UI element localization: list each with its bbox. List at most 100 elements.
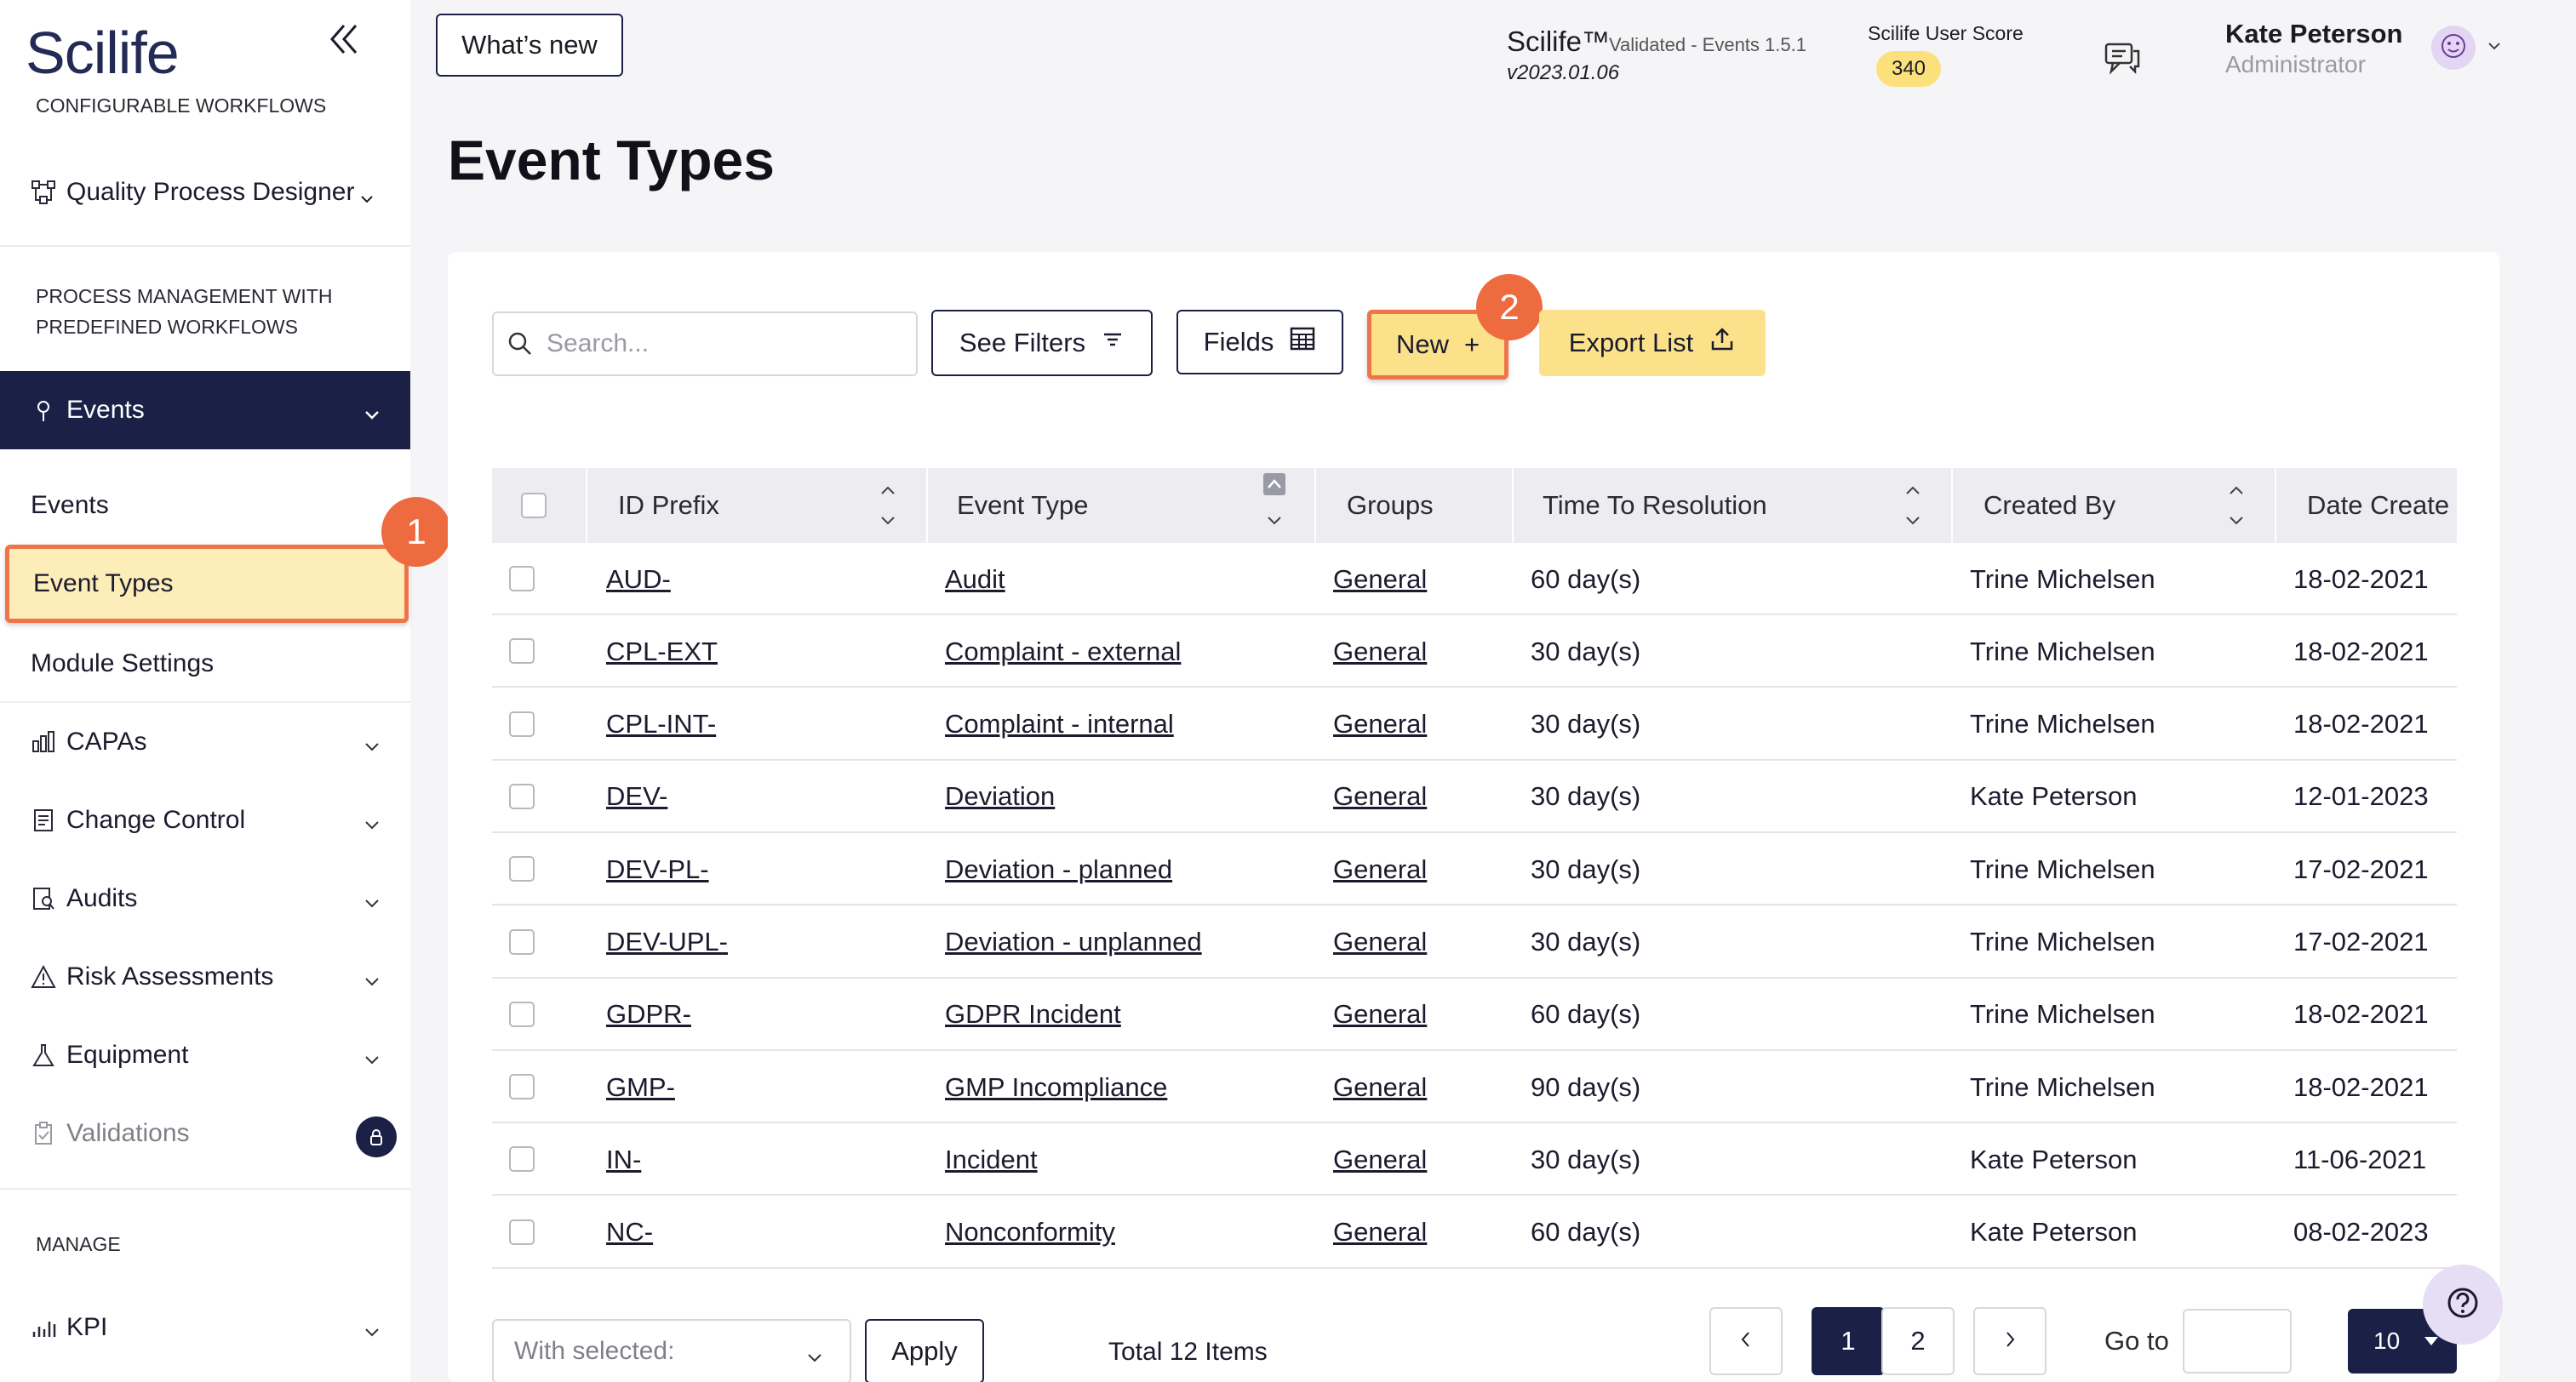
row-checkbox[interactable] — [509, 711, 535, 737]
cell-id-prefix[interactable]: DEV-PL- — [606, 854, 709, 884]
cell-event-type[interactable]: Complaint - external — [945, 636, 1182, 666]
search-input[interactable]: Search... — [492, 311, 918, 376]
sidebar-item-risk-assessments[interactable]: Risk Assessments — [0, 938, 410, 1016]
cell-date-created: 18-02-2021 — [2293, 563, 2429, 594]
see-filters-button[interactable]: See Filters — [931, 310, 1153, 376]
cell-groups[interactable]: General — [1333, 854, 1428, 884]
table-row[interactable]: DEV- Deviation General 30 day(s) Kate Peters… — [492, 761, 2457, 833]
sidebar-item-equipment[interactable]: Equipment — [0, 1016, 410, 1094]
sidebar-subitem-events[interactable]: Events — [31, 491, 109, 519]
export-list-button[interactable]: Export List — [1539, 310, 1766, 376]
cell-event-type[interactable]: Deviation - unplanned — [945, 927, 1202, 957]
sidebar-item-change-control[interactable]: Change Control — [0, 781, 410, 859]
row-checkbox[interactable] — [509, 1074, 535, 1100]
table-row[interactable]: GMP- GMP Incompliance General 90 day(s) Trin… — [492, 1051, 2457, 1124]
cell-event-type[interactable]: Deviation — [945, 781, 1056, 812]
sidebar-subitem-module-settings[interactable]: Module Settings — [31, 649, 215, 677]
whats-new-button[interactable]: What’s new — [436, 14, 623, 77]
table-row[interactable]: DEV-UPL- Deviation - unplanned General 30 d… — [492, 906, 2457, 979]
cell-event-type[interactable]: GDPR Incident — [945, 999, 1121, 1030]
cell-event-type[interactable]: Incident — [945, 1144, 1038, 1174]
cell-id-prefix[interactable]: GDPR- — [606, 999, 691, 1030]
cell-groups[interactable]: General — [1333, 1071, 1428, 1102]
page-size-select[interactable]: 10 — [2348, 1309, 2457, 1373]
fields-button[interactable]: Fields — [1176, 310, 1343, 374]
sidebar-subitem-event-types[interactable]: Event Types — [5, 545, 409, 623]
page-1-button[interactable]: 1 — [1812, 1307, 1885, 1375]
column-header-id-prefix[interactable]: ID Prefix — [618, 490, 719, 520]
prev-page-button[interactable] — [1709, 1307, 1783, 1375]
cell-id-prefix[interactable]: GMP- — [606, 1071, 675, 1102]
row-checkbox[interactable] — [509, 1001, 535, 1027]
column-header-time-to-resolution[interactable]: Time To Resolution — [1543, 490, 1767, 520]
sidebar-item-quality-process-designer[interactable]: Quality Process Designer — [0, 153, 410, 231]
table-row[interactable]: IN- Incident General 30 day(s) Kate Peterson… — [492, 1123, 2457, 1196]
chat-icon[interactable] — [2103, 39, 2142, 78]
help-button[interactable] — [2423, 1265, 2503, 1345]
sidebar-item-capas[interactable]: CAPAs — [0, 703, 410, 781]
sort-icon[interactable] — [1263, 471, 1285, 525]
row-checkbox[interactable] — [509, 638, 535, 665]
sort-icon[interactable] — [877, 480, 899, 531]
cell-event-type[interactable]: Audit — [945, 563, 1005, 594]
apply-button[interactable]: Apply — [865, 1319, 984, 1382]
cell-groups[interactable]: General — [1333, 1217, 1428, 1248]
column-header-created-by[interactable]: Created By — [1984, 490, 2116, 520]
cell-id-prefix[interactable]: IN- — [606, 1144, 642, 1174]
chevron-left-icon — [1736, 1326, 1756, 1356]
cell-id-prefix[interactable]: NC- — [606, 1217, 654, 1248]
cell-groups[interactable]: General — [1333, 927, 1428, 957]
avatar[interactable] — [2431, 26, 2476, 70]
chevron-down-icon — [363, 402, 381, 420]
row-checkbox[interactable] — [509, 1146, 535, 1173]
table-row[interactable]: CPL-INT- Complaint - internal General 30 da… — [492, 688, 2457, 761]
column-header-date-created[interactable]: Date Create — [2307, 490, 2450, 520]
cell-groups[interactable]: General — [1333, 709, 1428, 740]
cell-groups[interactable]: General — [1333, 781, 1428, 812]
table-row[interactable]: CPL-EXT Complaint - external General 30 day… — [492, 615, 2457, 688]
cell-id-prefix[interactable]: DEV- — [606, 781, 668, 812]
cell-groups[interactable]: General — [1333, 563, 1428, 594]
sidebar-item-audits[interactable]: Audits — [0, 859, 410, 938]
row-checkbox[interactable] — [509, 1219, 535, 1245]
scilife-logo[interactable]: Scilife — [26, 20, 180, 86]
table-row[interactable]: DEV-PL- Deviation - planned General 30 day(… — [492, 833, 2457, 906]
cell-event-type[interactable]: Deviation - planned — [945, 854, 1173, 884]
table-row[interactable]: NC- Nonconformity General 60 day(s) Kate Pet… — [492, 1196, 2457, 1269]
go-to-page-input[interactable] — [2183, 1309, 2292, 1373]
sidebar-item-validations[interactable]: Validations — [0, 1094, 410, 1173]
cell-groups[interactable]: General — [1333, 1144, 1428, 1174]
cell-groups[interactable]: General — [1333, 999, 1428, 1030]
cell-time-to-resolution: 30 day(s) — [1531, 709, 1641, 740]
cell-id-prefix[interactable]: CPL-EXT — [606, 636, 718, 666]
collapse-sidebar-icon[interactable] — [323, 19, 366, 61]
sidebar: Scilife CONFIGURABLE WORKFLOWS Quality P… — [0, 0, 451, 1382]
sort-icon[interactable] — [1902, 480, 1924, 531]
column-header-groups[interactable]: Groups — [1347, 490, 1434, 520]
new-button[interactable]: New + — [1367, 310, 1508, 380]
cell-id-prefix[interactable]: DEV-UPL- — [606, 927, 728, 957]
table-row[interactable]: GDPR- GDPR Incident General 60 day(s) Trine … — [492, 979, 2457, 1051]
cell-id-prefix[interactable]: CPL-INT- — [606, 709, 717, 740]
page-2-button[interactable]: 2 — [1881, 1307, 1955, 1375]
select-all-checkbox[interactable] — [521, 493, 547, 518]
row-checkbox[interactable] — [509, 566, 535, 591]
cell-event-type[interactable]: GMP Incompliance — [945, 1071, 1168, 1102]
cell-event-type[interactable]: Nonconformity — [945, 1217, 1115, 1248]
chevron-down-icon[interactable] — [2486, 37, 2503, 54]
cell-groups[interactable]: General — [1333, 636, 1428, 666]
with-selected-dropdown[interactable]: With selected: — [492, 1319, 851, 1382]
row-checkbox[interactable] — [509, 856, 535, 882]
column-header-event-type[interactable]: Event Type — [957, 490, 1089, 520]
row-checkbox[interactable] — [509, 928, 535, 955]
sort-icon[interactable] — [2225, 480, 2247, 531]
row-checkbox[interactable] — [509, 783, 535, 809]
column-separator — [1951, 468, 1953, 543]
next-page-button[interactable] — [1973, 1307, 2046, 1375]
sidebar-item-events[interactable]: Events — [0, 371, 410, 449]
user-name[interactable]: Kate Peterson — [2225, 19, 2403, 49]
cell-id-prefix[interactable]: AUD- — [606, 563, 671, 594]
sidebar-item-kpi[interactable]: KPI — [0, 1288, 410, 1367]
cell-event-type[interactable]: Complaint - internal — [945, 709, 1174, 740]
table-row[interactable]: AUD- Audit General 60 day(s) Trine Michelsen… — [492, 543, 2457, 615]
